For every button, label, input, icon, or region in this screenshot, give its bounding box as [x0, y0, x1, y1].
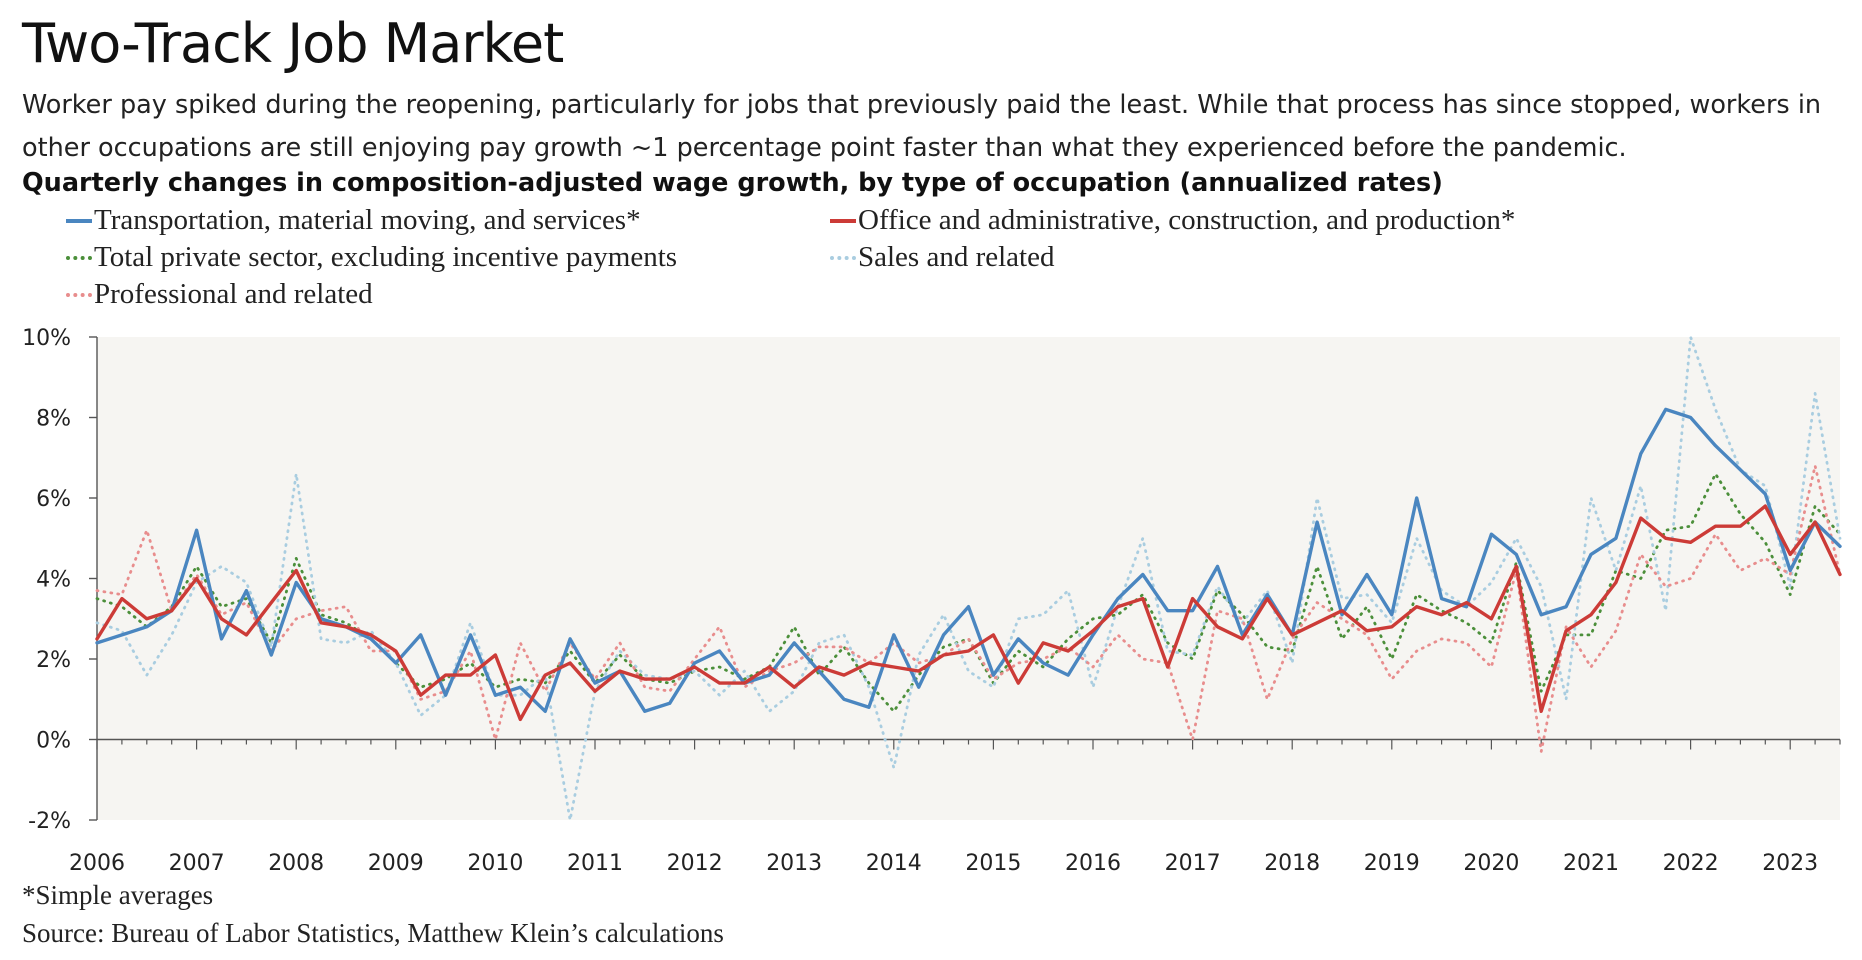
x-tick-label: 2017: [1165, 851, 1221, 876]
y-tick-label: 0%: [36, 729, 71, 754]
y-tick-label: 6%: [36, 487, 71, 512]
x-tick-label: 2011: [567, 851, 623, 876]
x-tick-label: 2008: [268, 851, 324, 876]
x-tick-label: 2013: [766, 851, 822, 876]
source-note: Source: Bureau of Labor Statistics, Matt…: [22, 918, 724, 948]
x-tick-label: 2022: [1663, 851, 1719, 876]
x-tick-label: 2012: [667, 851, 723, 876]
series-line-sales: [95, 335, 1842, 822]
series-line-transportation: [95, 407, 1842, 713]
x-tick-label: 2023: [1762, 851, 1818, 876]
legend-label: Professional and related: [94, 278, 373, 310]
legend-swatch-blue: [66, 218, 92, 223]
y-tick-label: 8%: [36, 407, 71, 432]
legend-label: Office and administrative, construction,…: [858, 204, 1516, 236]
x-tick-label: 2015: [965, 851, 1021, 876]
series-line-office: [95, 504, 1842, 722]
chart-subtitle: Worker pay spiked during the reopening, …: [22, 90, 1822, 163]
x-tick-label: 2020: [1463, 851, 1519, 876]
x-tick-label: 2018: [1264, 851, 1320, 876]
legend-label: Total private sector, excluding incentiv…: [94, 241, 678, 273]
x-tick-label: 2009: [368, 851, 424, 876]
x-tick-label: 2019: [1364, 851, 1420, 876]
legend-swatch-lightblue: [830, 255, 856, 260]
legend-item-total-private: Total private sector, excluding incentiv…: [66, 241, 677, 274]
y-tick-label: -2%: [28, 809, 71, 834]
x-tick-label: 2007: [169, 851, 225, 876]
x-tick-label: 2014: [866, 851, 922, 876]
x-tick-label: 2021: [1563, 851, 1619, 876]
footnote: *Simple averages: [22, 880, 214, 910]
y-tick-label: 10%: [22, 326, 71, 351]
series-line-professional: [95, 464, 1842, 753]
legend-swatch-pink: [66, 292, 92, 297]
legend-swatch-green: [66, 255, 92, 260]
x-tick-label: 2006: [69, 851, 125, 876]
x-tick-label: 2010: [467, 851, 523, 876]
legend-swatch-red: [830, 218, 856, 223]
legend: Transportation, material moving, and ser…: [66, 204, 1846, 324]
x-tick-label: 2016: [1065, 851, 1121, 876]
legend-item-transportation: Transportation, material moving, and ser…: [66, 204, 641, 237]
y-tick-label: 4%: [36, 568, 71, 593]
legend-label: Sales and related: [858, 241, 1055, 273]
y-tick-label: 2%: [36, 648, 71, 673]
chart-heading: Quarterly changes in composition-adjuste…: [22, 168, 1443, 198]
legend-item-office: Office and administrative, construction,…: [830, 204, 1515, 237]
legend-label: Transportation, material moving, and ser…: [94, 204, 641, 236]
legend-item-sales: Sales and related: [830, 241, 1054, 274]
legend-item-professional: Professional and related: [66, 278, 373, 311]
chart-title: Two-Track Job Market: [22, 12, 564, 75]
